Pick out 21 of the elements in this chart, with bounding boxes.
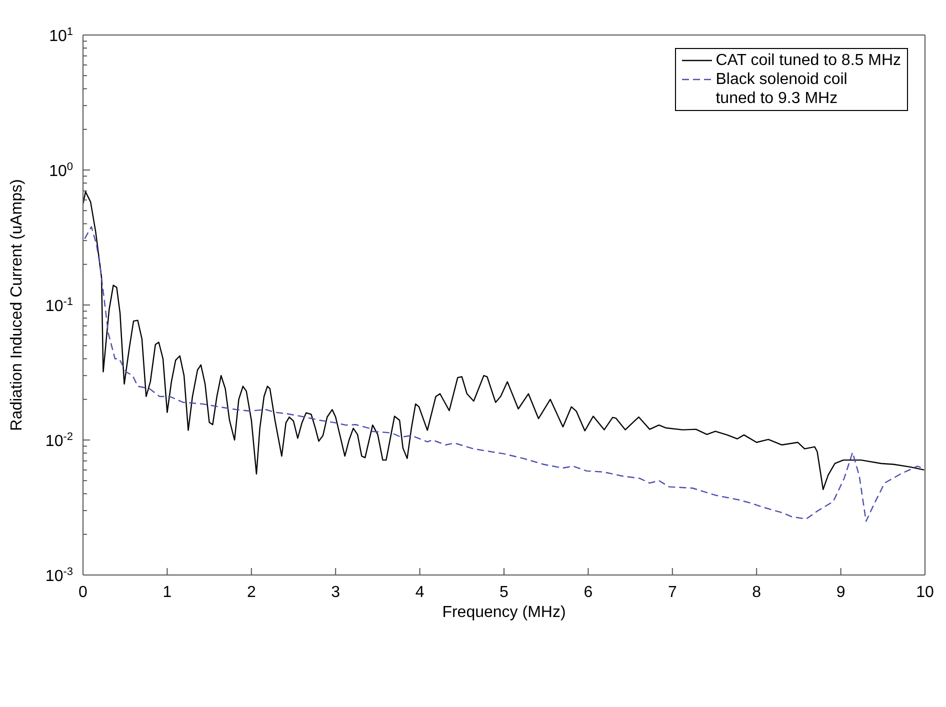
x-tick-label: 7	[668, 584, 677, 601]
x-tick-label: 3	[331, 584, 340, 601]
x-tick-label: 6	[584, 584, 593, 601]
y-tick-label: 10$^{0}$	[49, 161, 73, 180]
y-axis-title: Radiation Induced Current (uAmps)	[8, 179, 26, 431]
x-tick-label: 9	[836, 584, 846, 601]
x-axis-title: Frequency (MHz)	[442, 604, 566, 621]
x-tick-label: 0	[78, 584, 88, 601]
x-tick-label: 8	[752, 584, 762, 601]
y-tick-label: 10$^{-1}$	[45, 296, 73, 315]
x-tick-label: 4	[415, 584, 424, 601]
y-tick-label: 10$^{1}$	[49, 26, 73, 45]
x-tick-label: 2	[246, 584, 256, 601]
line-series	[83, 191, 925, 490]
legend-label: Black solenoid coil tuned to 9.3 MHz	[716, 70, 848, 108]
x-tick-label: 5	[500, 584, 509, 601]
x-tick-label: 1	[162, 584, 172, 601]
legend-label: CAT coil tuned to 8.5 MHz	[716, 51, 901, 70]
y-tick-label: 10$^{-2}$	[45, 431, 73, 450]
x-tick-label: 10	[916, 584, 934, 601]
y-tick-label: 10$^{-3}$	[45, 566, 73, 585]
